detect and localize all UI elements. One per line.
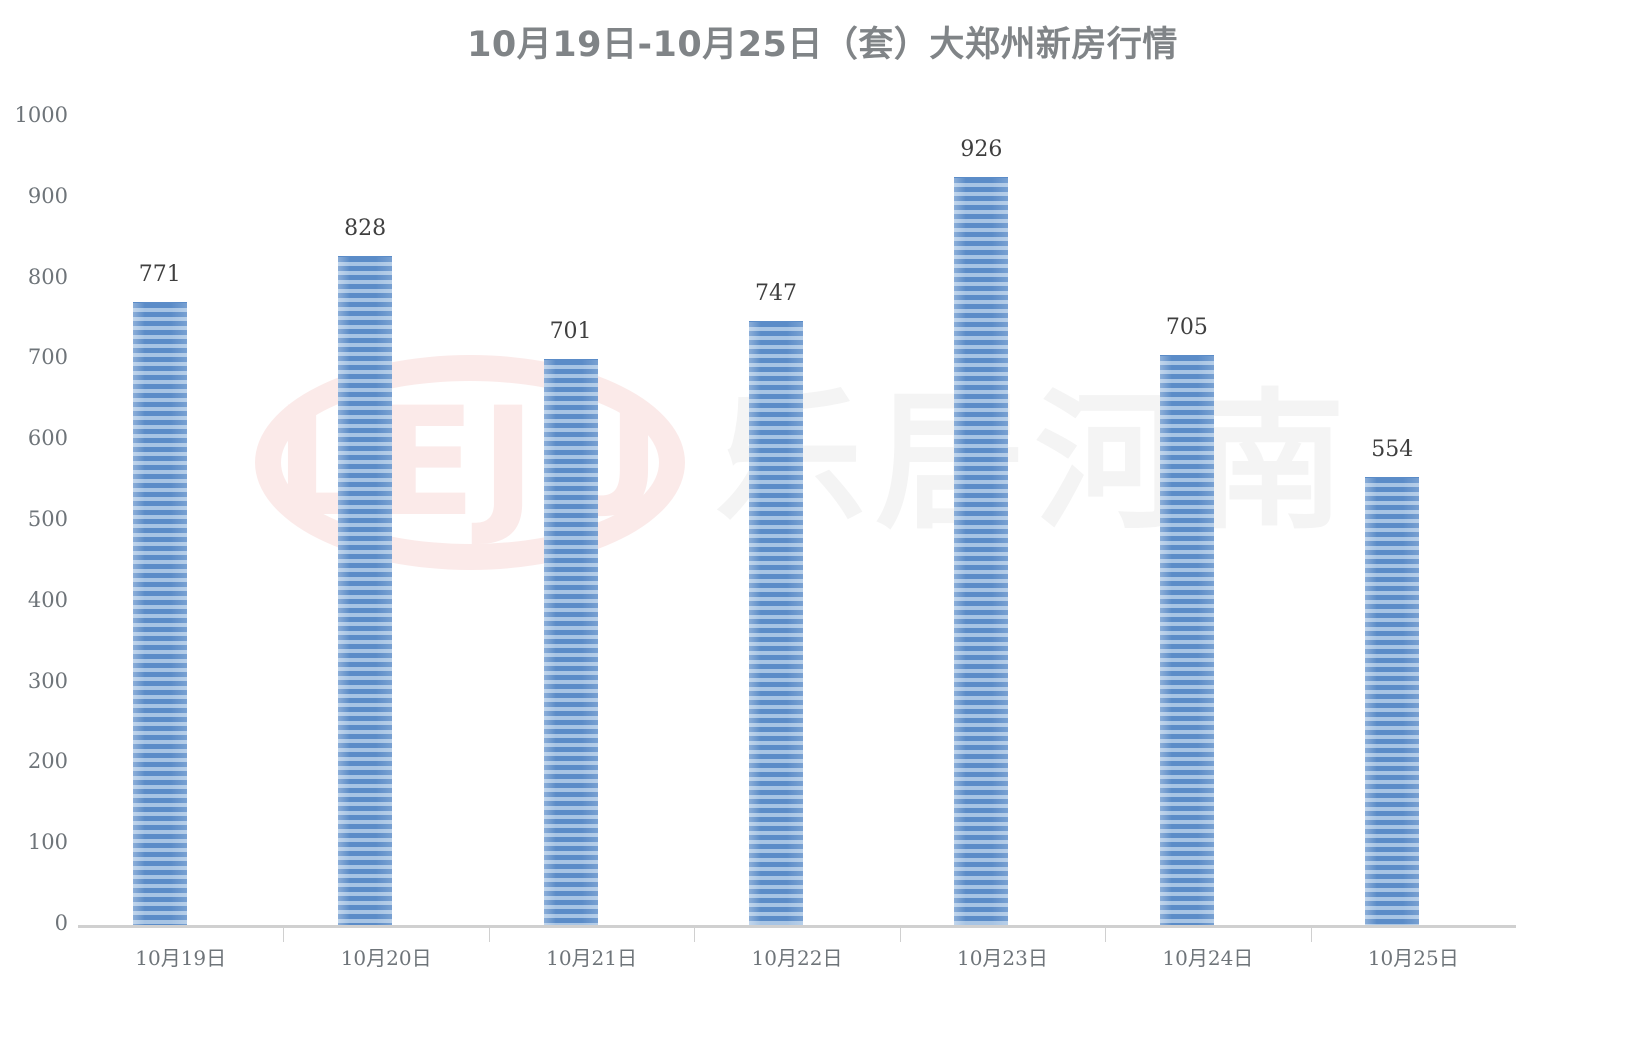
x-axis-tick-mark [1105, 928, 1107, 942]
chart-title: 10月19日-10月25日（套）大郑州新房行情 [467, 25, 1178, 65]
bar-value-label: 771 [138, 262, 181, 288]
bar[interactable] [749, 321, 803, 925]
bar-value-label: 747 [755, 281, 797, 307]
x-axis-tick-label: 10月20日 [340, 946, 432, 970]
bar[interactable] [1159, 355, 1214, 925]
x-axis-tick-mark [694, 928, 696, 942]
x-axis-tick-label: 10月23日 [956, 946, 1048, 970]
x-axis-tick-mark [1310, 928, 1312, 942]
x-axis-tick-label: 10月24日 [1162, 946, 1254, 970]
bar-value-label: 926 [960, 136, 1003, 162]
bar-value-label: 554 [1371, 437, 1414, 463]
x-axis-tick-mark [488, 928, 490, 942]
bar-value-label: 705 [1165, 315, 1208, 341]
y-axis-tick-label: 700 [27, 345, 68, 370]
bar[interactable] [132, 302, 187, 925]
bar[interactable] [1365, 477, 1420, 925]
x-axis-tick-label: 10月19日 [135, 946, 227, 970]
x-axis-line [78, 925, 1516, 928]
bar[interactable] [543, 358, 598, 926]
y-axis-tick-label: 600 [27, 426, 68, 451]
bar-value-label: 828 [344, 215, 387, 241]
x-axis-tick-mark [899, 928, 901, 942]
y-axis-tick-label: 0 [54, 911, 68, 935]
y-axis-tick-label: 400 [27, 587, 68, 612]
x-axis-tick-label: 10月25日 [1367, 946, 1459, 970]
y-axis-tick-label: 1000 [14, 103, 68, 127]
x-axis-tick-label: 10月21日 [546, 946, 638, 970]
y-axis-tick-label: 300 [27, 668, 68, 693]
y-axis-tick-label: 900 [27, 183, 68, 208]
bar-value-label: 701 [549, 318, 592, 344]
y-axis-tick-label: 500 [27, 507, 68, 531]
bar[interactable] [338, 255, 393, 926]
x-axis-tick-label: 10月22日 [751, 946, 843, 970]
y-axis-tick-label: 800 [27, 264, 68, 289]
y-axis-tick-label: 200 [27, 749, 68, 774]
x-axis-tick-mark [283, 928, 285, 942]
bar[interactable] [954, 176, 1009, 926]
y-axis-tick-label: 100 [27, 830, 68, 855]
